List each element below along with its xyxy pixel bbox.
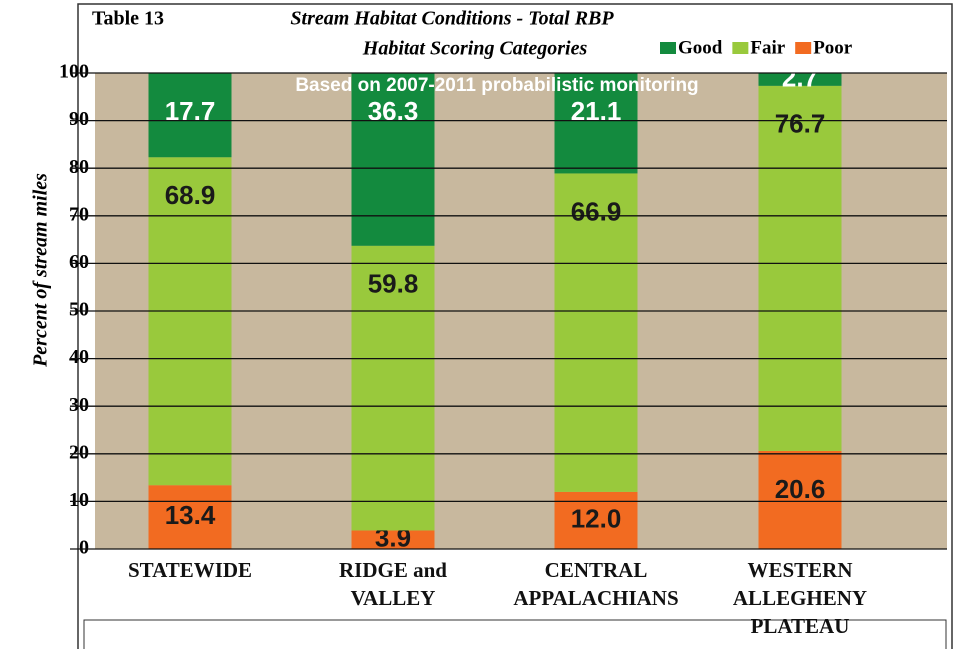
y-tick-label: 90	[69, 108, 89, 130]
y-tick-label: 0	[79, 537, 89, 559]
data-label: 59.8	[368, 269, 419, 299]
data-label: 13.4	[165, 500, 216, 530]
frame	[77, 3, 953, 649]
bar-segment	[351, 530, 435, 549]
chart-title: Stream Habitat Conditions - Total RBP	[290, 8, 614, 30]
y-tick-label: 100	[59, 61, 89, 83]
frame-inner	[83, 619, 947, 649]
data-label: 21.1	[571, 96, 622, 126]
legend-label: Poor	[813, 37, 853, 58]
bar-segment	[758, 73, 842, 86]
bar-segment	[554, 73, 638, 174]
y-tick-label: 20	[69, 441, 89, 463]
bar-segment	[758, 450, 842, 549]
bar-segment	[148, 73, 232, 158]
y-tick-label: 40	[69, 346, 89, 368]
legend-label: Fair	[750, 37, 785, 58]
data-label: 20.6	[775, 474, 826, 504]
x-tick-label: WESTERN ALLEGHENY PLATEAU	[732, 558, 868, 638]
data-label: 68.9	[165, 180, 216, 210]
subtitle: Based on 2007-2011 probabilistic monitor…	[295, 75, 698, 96]
y-tick-label: 60	[69, 251, 89, 273]
bar-segment	[758, 85, 842, 451]
bar-segment	[351, 245, 435, 531]
x-tick-label: RIDGE and VALLEY	[339, 558, 447, 610]
y-tick-label: 80	[69, 156, 89, 178]
x-tick-label: STATEWIDE	[127, 558, 253, 582]
legend-swatch	[732, 42, 749, 54]
data-label: 76.7	[775, 109, 826, 139]
table-label: Table 13	[92, 8, 164, 30]
data-label: 2.7	[782, 62, 818, 92]
legend-swatch	[795, 42, 812, 54]
data-label: 66.9	[571, 196, 622, 226]
bar-segment	[351, 73, 435, 246]
data-label: 17.7	[165, 96, 216, 126]
chart-title-line2: Habitat Scoring Categories	[362, 38, 588, 60]
legend-swatch	[660, 42, 676, 54]
y-axis-label: Percent of stream miles	[30, 173, 52, 368]
bar-segment	[148, 485, 232, 549]
y-tick-label: 30	[69, 394, 89, 416]
y-tick-label: 70	[69, 203, 89, 225]
data-label: 12.0	[571, 503, 622, 533]
legend-label: Good	[678, 37, 723, 58]
x-tick-label: CENTRAL APPALACHIANS	[513, 558, 679, 610]
bar-segment	[148, 157, 232, 486]
y-tick-label: 10	[69, 489, 89, 511]
y-tick-label: 50	[69, 299, 89, 321]
bar-segment	[554, 173, 638, 492]
data-label: 36.3	[368, 96, 419, 126]
